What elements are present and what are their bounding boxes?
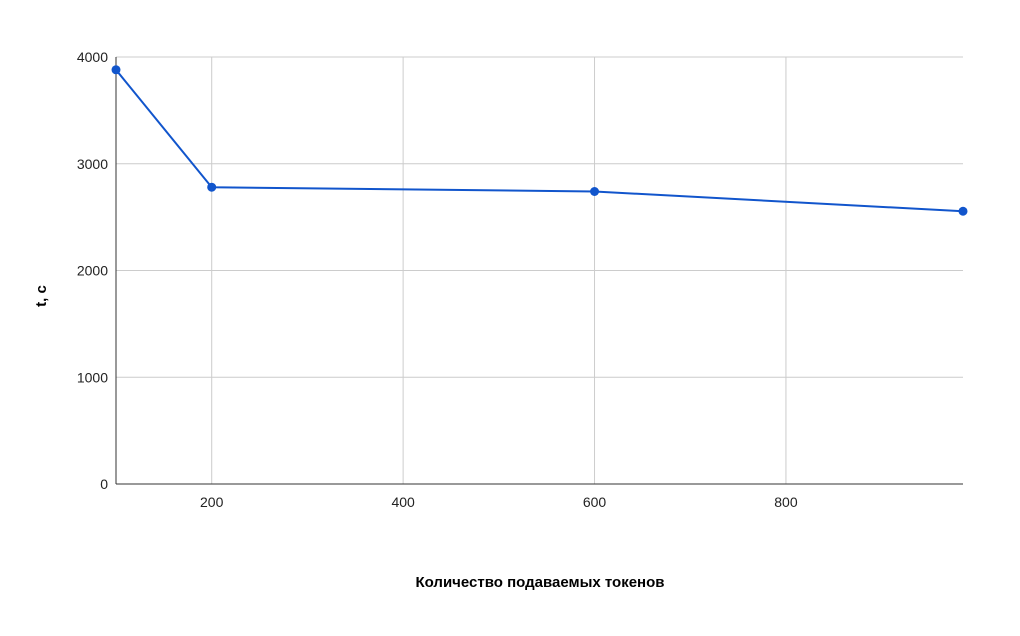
x-tick-label: 400 [391,494,415,510]
data-point [590,187,600,197]
y-tick-label: 4000 [77,49,108,65]
series-line [115,69,964,213]
data-point [958,206,968,216]
x-tick-label: 600 [583,494,607,510]
series-layer [111,65,968,216]
tick-labels: 0 1000 2000 3000 4000 200 400 600 800 [77,49,798,510]
y-tick-label: 2000 [77,263,108,279]
axes [115,57,963,485]
grid-lines [116,56,963,484]
y-axis-title: t, с [33,285,50,307]
y-tick-label: 0 [100,476,108,492]
x-tick-label: 800 [774,494,798,510]
y-tick-label: 1000 [77,369,108,385]
x-tick-label: 200 [200,494,224,510]
y-tick-label: 3000 [77,156,108,172]
data-point [207,182,217,192]
data-point [111,65,121,75]
x-axis-title: Количество подаваемых токенов [415,574,664,591]
